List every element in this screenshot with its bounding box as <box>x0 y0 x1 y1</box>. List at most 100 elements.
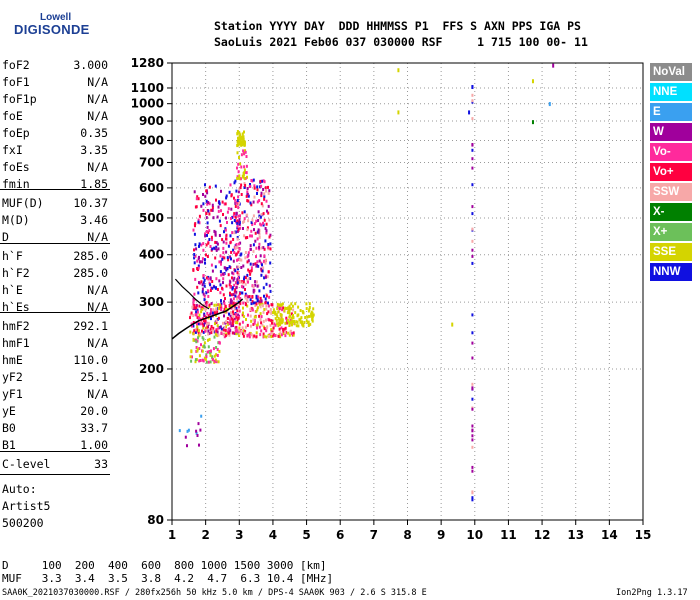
echo-point <box>307 320 309 324</box>
streak-point <box>471 313 474 317</box>
echo-point <box>234 205 237 208</box>
echo-point <box>244 150 247 154</box>
echo-point <box>269 261 272 265</box>
echo-point <box>256 237 259 241</box>
echo-point <box>250 221 253 224</box>
echo-point <box>193 253 196 256</box>
x-tick-label: 13 <box>567 528 584 542</box>
echo-point <box>232 248 235 252</box>
echo-point <box>223 307 226 311</box>
echo-point <box>237 258 240 262</box>
echo-point <box>264 239 267 243</box>
echo-point <box>240 266 243 269</box>
echo-point <box>212 308 215 312</box>
echo-point <box>247 194 250 198</box>
echo-point <box>209 283 212 287</box>
echo-point <box>205 326 208 330</box>
echo-point <box>241 291 244 295</box>
param-row: C-level 33 <box>2 457 108 472</box>
echo-point <box>195 247 198 251</box>
echo-point <box>201 287 204 291</box>
echo-point <box>196 322 198 326</box>
echo-point <box>236 139 239 143</box>
echo-point <box>238 292 241 296</box>
echo-point <box>206 311 209 315</box>
echo-point <box>236 309 239 313</box>
echo-point <box>212 329 214 333</box>
echo-point <box>292 320 295 323</box>
isolated-point <box>471 386 474 391</box>
echo-point <box>269 323 272 327</box>
echo-point <box>198 347 201 350</box>
echo-point <box>242 315 245 318</box>
echo-point <box>229 285 232 289</box>
echo-point <box>236 303 239 307</box>
echo-point <box>247 313 249 317</box>
muf-distance-row: D 100 200 400 600 800 1000 1500 3000 [km… <box>2 559 327 572</box>
echo-point <box>249 262 252 266</box>
streak-point <box>471 469 474 473</box>
echo-point <box>267 191 270 195</box>
echo-point <box>208 229 211 233</box>
echo-point <box>267 204 270 208</box>
echo-point <box>192 338 195 342</box>
param-label: h`F <box>2 249 23 263</box>
echo-point <box>233 319 236 323</box>
echo-point <box>234 269 237 273</box>
echo-point <box>233 251 236 254</box>
echo-point <box>192 268 195 272</box>
echo-point <box>256 188 259 192</box>
echo-point <box>232 331 235 335</box>
echo-point <box>184 435 187 439</box>
echo-point <box>233 196 235 200</box>
param-label: h`E <box>2 283 23 297</box>
echo-point <box>197 329 200 333</box>
echo-point <box>205 291 208 295</box>
param-value: 285.0 <box>73 249 108 263</box>
echo-point <box>243 210 246 214</box>
x-tick-label: 6 <box>336 528 344 542</box>
param-row: hmF1 N/A <box>2 336 108 351</box>
echo-point <box>257 321 259 325</box>
echo-point <box>259 333 262 337</box>
echo-point <box>262 212 265 216</box>
echo-point <box>252 214 255 218</box>
echo-point <box>300 316 303 320</box>
echo-point <box>206 350 209 354</box>
echo-point <box>263 247 266 251</box>
echo-point <box>250 319 253 323</box>
echo-point <box>236 199 239 202</box>
echo-point <box>202 242 205 246</box>
x-tick-label: 15 <box>635 528 652 542</box>
echo-point <box>225 216 227 220</box>
param-value: N/A <box>87 92 108 106</box>
echo-point <box>205 353 208 357</box>
echo-point <box>213 354 216 358</box>
echo-point <box>236 151 239 155</box>
echo-point <box>260 329 263 333</box>
echo-point <box>258 303 261 307</box>
echo-point <box>249 298 252 302</box>
echo-point <box>213 335 216 339</box>
echo-point <box>201 358 204 362</box>
echo-point <box>245 318 247 321</box>
scaled-trace-line-upper <box>174 278 210 310</box>
echo-point <box>204 234 207 238</box>
echo-point <box>266 325 269 329</box>
param-label: M(D) <box>2 213 30 227</box>
param-label: yE <box>2 404 16 418</box>
echo-point <box>311 314 314 318</box>
param-row: yF2 25.1 <box>2 370 108 385</box>
echo-point <box>202 326 205 330</box>
echo-point <box>299 320 302 324</box>
echo-point <box>215 248 218 252</box>
streak-point <box>471 143 474 146</box>
echo-point <box>196 285 199 289</box>
echo-point <box>287 306 290 310</box>
echo-point <box>279 331 282 335</box>
echo-point <box>237 204 240 208</box>
echo-point <box>250 333 253 337</box>
echo-point <box>193 232 196 236</box>
echo-point <box>205 307 208 310</box>
param-label: h`Es <box>2 300 30 314</box>
